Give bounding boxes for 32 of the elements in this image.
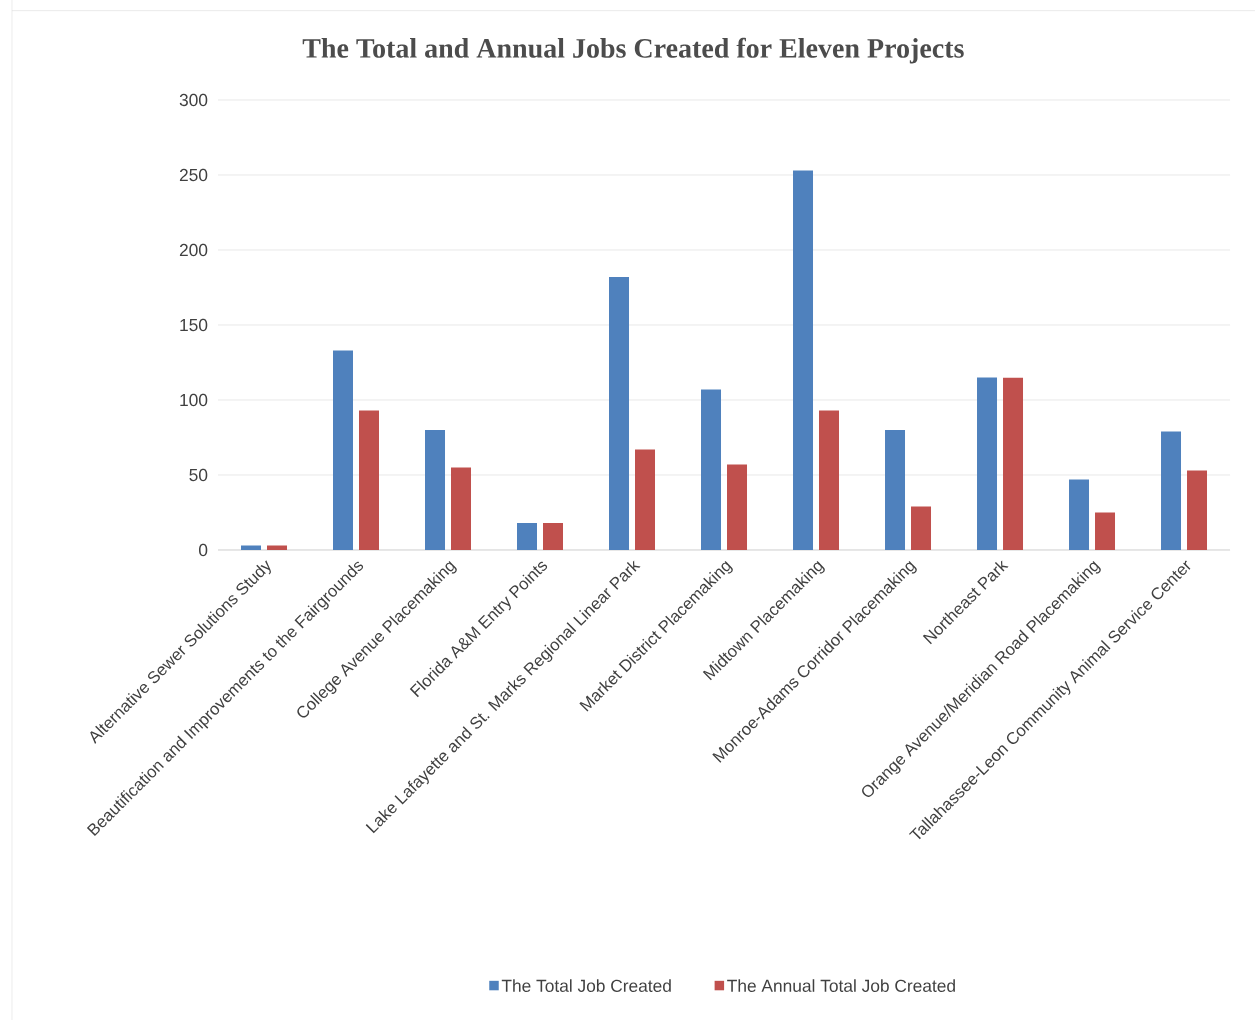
bar bbox=[911, 506, 932, 550]
y-tick-label: 150 bbox=[180, 318, 208, 332]
bar bbox=[977, 377, 998, 550]
y-tick-label: 200 bbox=[179, 243, 208, 257]
chart-title: The Total and Annual Jobs Created for Eleven Projects bbox=[302, 37, 964, 64]
y-tick-label: 250 bbox=[179, 168, 208, 182]
bar bbox=[635, 449, 656, 550]
bar bbox=[425, 430, 446, 550]
bar bbox=[1161, 431, 1182, 550]
bar bbox=[609, 276, 630, 550]
bar bbox=[517, 523, 538, 550]
bar bbox=[1003, 377, 1024, 550]
bar bbox=[1187, 470, 1208, 550]
bar bbox=[793, 170, 814, 550]
bar bbox=[267, 545, 288, 550]
bar bbox=[451, 467, 472, 550]
y-tick-label: 300 bbox=[179, 93, 208, 107]
legend-label: The Annual Total Job Created bbox=[727, 979, 955, 992]
legend-label: The Total Job Created bbox=[501, 979, 671, 992]
bar bbox=[1095, 512, 1116, 550]
bar bbox=[819, 410, 840, 550]
bar bbox=[241, 545, 261, 550]
bar bbox=[333, 350, 353, 550]
bar bbox=[543, 523, 564, 550]
bar bbox=[885, 430, 906, 550]
bar bbox=[1069, 479, 1090, 550]
y-tick-label: 50 bbox=[189, 468, 208, 482]
y-tick-label: 100 bbox=[180, 393, 208, 407]
bar bbox=[727, 464, 748, 550]
bar bbox=[359, 410, 380, 550]
y-tick-label: 0 bbox=[198, 543, 208, 557]
bar bbox=[701, 389, 722, 550]
